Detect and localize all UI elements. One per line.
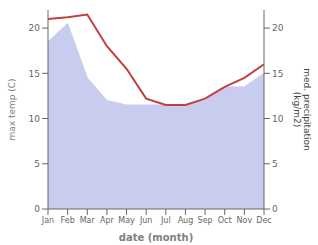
svg-text:15: 15 bbox=[29, 69, 40, 79]
svg-text:0: 0 bbox=[34, 204, 40, 214]
svg-text:5: 5 bbox=[34, 159, 40, 169]
svg-text:20: 20 bbox=[272, 23, 284, 33]
svg-text:max temp (C): max temp (C) bbox=[8, 78, 17, 140]
svg-text:Feb: Feb bbox=[61, 216, 75, 225]
svg-text:Oct: Oct bbox=[218, 216, 232, 225]
svg-text:Jun: Jun bbox=[139, 216, 153, 225]
svg-text:Jul: Jul bbox=[160, 216, 171, 225]
svg-text:Jan: Jan bbox=[41, 216, 54, 225]
svg-text:Aug: Aug bbox=[178, 216, 194, 225]
svg-text:15: 15 bbox=[272, 69, 283, 79]
svg-text:10: 10 bbox=[272, 114, 284, 124]
svg-text:20: 20 bbox=[29, 23, 41, 33]
svg-text:Apr: Apr bbox=[100, 216, 115, 225]
svg-text:Nov: Nov bbox=[237, 216, 253, 225]
svg-text:Sep: Sep bbox=[198, 216, 213, 225]
svg-text:Dec: Dec bbox=[256, 216, 271, 225]
svg-text:10: 10 bbox=[29, 114, 41, 124]
svg-text:med. precipitation(kg/m2): med. precipitation(kg/m2) bbox=[292, 68, 310, 150]
svg-text:date (month): date (month) bbox=[119, 232, 193, 243]
svg-text:Mar: Mar bbox=[80, 216, 96, 225]
svg-text:5: 5 bbox=[272, 159, 278, 169]
svg-text:0: 0 bbox=[272, 204, 278, 214]
svg-text:May: May bbox=[118, 216, 135, 225]
